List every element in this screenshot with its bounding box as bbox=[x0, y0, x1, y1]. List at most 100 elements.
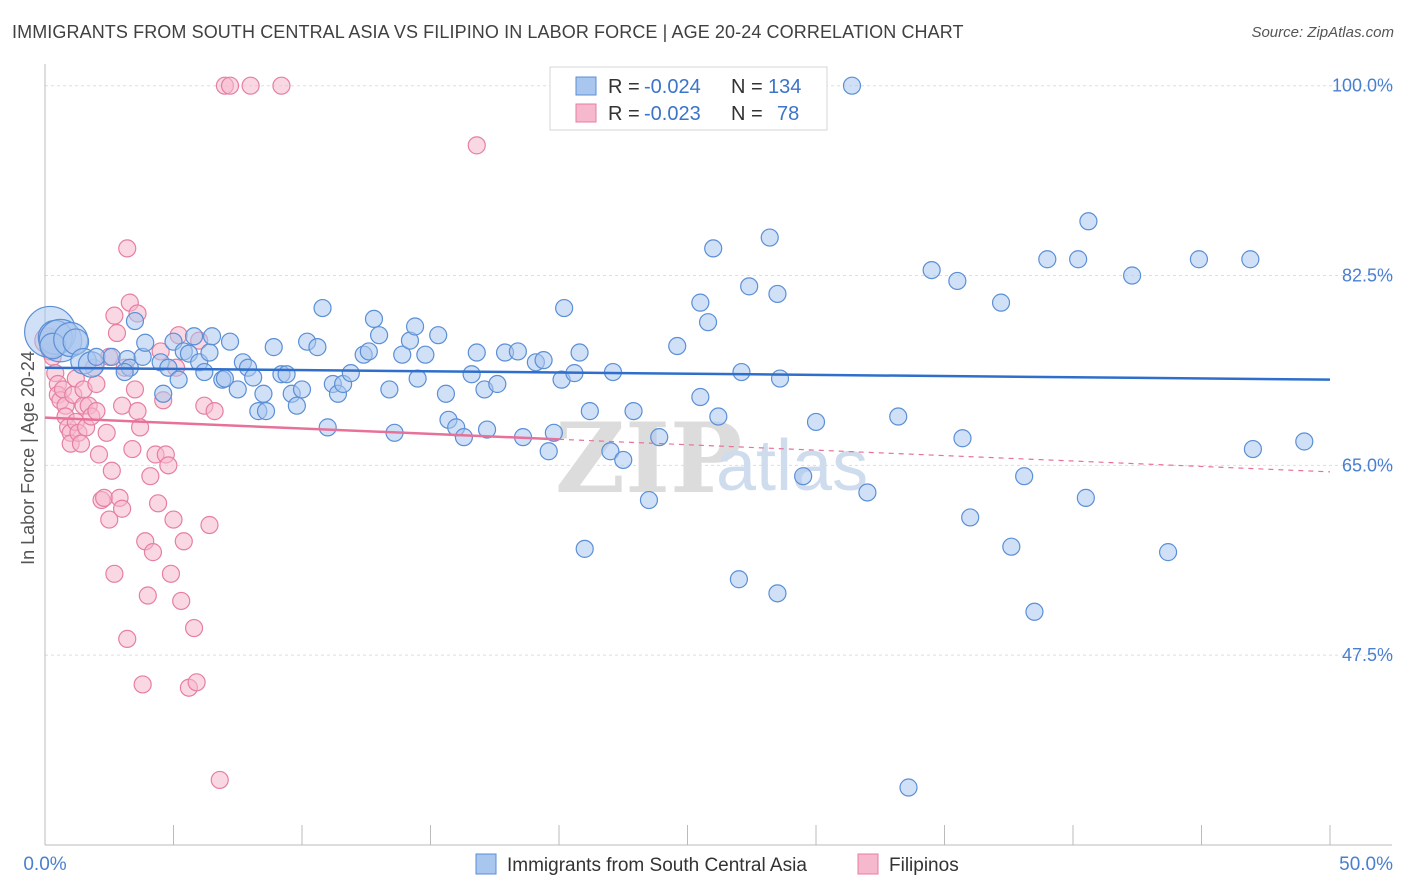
legend-n-value-2: 78 bbox=[777, 103, 799, 125]
filipinos-point-77 bbox=[467, 136, 486, 155]
south-central-asia-point-127 bbox=[1241, 250, 1260, 269]
south-central-asia-point-107 bbox=[806, 412, 826, 432]
filipinos-point-24 bbox=[87, 374, 106, 394]
south-central-asia-point-111 bbox=[899, 778, 918, 797]
south-central-asia-point-67 bbox=[454, 428, 474, 447]
gridlines bbox=[45, 85, 1392, 656]
south-central-asia-point-81 bbox=[555, 298, 574, 318]
filipinos-point-35 bbox=[107, 323, 127, 343]
filipinos-point-76 bbox=[272, 76, 291, 95]
legend-swatch-blue bbox=[575, 76, 597, 96]
x-tick-label-min: 0.0% bbox=[23, 854, 66, 875]
south-central-asia-point-69 bbox=[467, 343, 486, 362]
filipinos-point-34 bbox=[105, 564, 124, 583]
south-central-asia-point-71 bbox=[477, 420, 497, 439]
filipinos-point-17 bbox=[71, 434, 91, 453]
south-central-asia-point-27 bbox=[202, 327, 222, 346]
south-central-asia-point-25 bbox=[195, 362, 214, 382]
watermark-atlas: atlas bbox=[716, 426, 868, 506]
filipinos-point-66 bbox=[184, 618, 204, 638]
south-central-asia-point-114 bbox=[953, 429, 972, 448]
y-axis-label: In Labor Force | Age 20-24 bbox=[18, 351, 38, 565]
filipinos-point-54 bbox=[148, 494, 168, 513]
south-central-asia-point-78 bbox=[539, 442, 558, 461]
south-central-asia-point-90 bbox=[639, 490, 659, 510]
filipinos-point-29 bbox=[97, 423, 116, 442]
south-central-asia-point-26 bbox=[200, 343, 219, 362]
filipinos-point-43 bbox=[123, 439, 142, 459]
y-tick-labels: 47.5% 65.0% 82.5% 100.0% bbox=[1332, 76, 1393, 665]
filipinos-point-44 bbox=[125, 380, 145, 399]
filipinos-point-45 bbox=[128, 402, 147, 421]
south-central-asia-point-58 bbox=[393, 345, 412, 364]
south-central-asia-point-60 bbox=[405, 317, 425, 336]
south-central-asia-point-109 bbox=[858, 483, 877, 502]
filipinos-point-75 bbox=[241, 76, 260, 95]
filipinos-point-72 bbox=[210, 770, 229, 790]
south-central-asia-point-119 bbox=[1038, 250, 1057, 269]
south-central-asia-point-61 bbox=[408, 369, 427, 388]
south-central-asia-point-8 bbox=[87, 347, 106, 366]
south-central-asia-point-88 bbox=[614, 450, 633, 470]
bottom-legend-swatch-blue bbox=[475, 853, 497, 875]
filipinos-point-63 bbox=[172, 591, 191, 611]
south-central-asia-point-94 bbox=[698, 313, 718, 332]
south-central-asia-point-55 bbox=[364, 309, 384, 329]
south-central-asia-point-103 bbox=[768, 284, 787, 304]
filipinos-point-47 bbox=[130, 418, 150, 437]
south-central-asia-point-106 bbox=[794, 467, 813, 486]
filipinos-point-25 bbox=[87, 402, 106, 421]
trend-line-south-central-asia bbox=[44, 366, 1331, 381]
south-central-asia-point-97 bbox=[704, 239, 723, 258]
south-central-asia-point-113 bbox=[948, 271, 967, 291]
x-tick-labels: 0.0% 50.0% bbox=[23, 854, 1393, 875]
south-central-asia-point-108 bbox=[842, 76, 862, 95]
south-central-asia-point-100 bbox=[740, 277, 759, 296]
chart-title: IMMIGRANTS FROM SOUTH CENTRAL ASIA VS FI… bbox=[12, 22, 964, 42]
filipinos-point-41 bbox=[118, 629, 137, 649]
south-central-asia-point-63 bbox=[429, 326, 448, 345]
south-central-asia-point-47 bbox=[318, 418, 337, 437]
filipinos-point-50 bbox=[138, 586, 157, 605]
south-central-asia-point-20 bbox=[169, 370, 188, 389]
south-central-asia-point-23 bbox=[184, 327, 204, 346]
filipinos-point-74 bbox=[220, 76, 240, 95]
south-central-asia-point-64 bbox=[436, 384, 456, 403]
legend-r-label-2: R = bbox=[608, 103, 640, 125]
south-central-asia-point-125 bbox=[1158, 543, 1178, 562]
south-central-asia-point-45 bbox=[308, 338, 327, 357]
south-central-asia-point-91 bbox=[650, 428, 669, 447]
south-central-asia-point-77 bbox=[534, 351, 553, 370]
south-central-asia-point-43 bbox=[292, 380, 312, 399]
south-central-asia-point-68 bbox=[462, 365, 481, 384]
south-central-asia-point-34 bbox=[244, 368, 263, 387]
south-central-asia-point-99 bbox=[732, 362, 751, 382]
legend-r-label-1: R = bbox=[608, 76, 640, 98]
south-central-asia-point-74 bbox=[508, 342, 527, 361]
south-central-asia-point-104 bbox=[768, 584, 787, 603]
south-central-asia-point-36 bbox=[254, 384, 273, 403]
south-central-asia-point-53 bbox=[359, 342, 378, 361]
south-central-asia-point-102 bbox=[770, 369, 790, 388]
south-central-asia-point-96 bbox=[709, 407, 728, 426]
x-tick-label-max: 50.0% bbox=[1339, 854, 1393, 875]
south-central-asia-point-9 bbox=[102, 347, 121, 366]
south-central-asia-point-38 bbox=[264, 338, 283, 357]
source-label: Source: ZipAtlas.com bbox=[1251, 24, 1394, 41]
south-central-asia-point-112 bbox=[922, 260, 941, 280]
filipinos-point-31 bbox=[100, 510, 119, 529]
south-central-asia-point-46 bbox=[313, 298, 332, 318]
south-central-asia-point-124 bbox=[1123, 266, 1142, 285]
south-central-asia-point-79 bbox=[544, 423, 563, 442]
south-central-asia-point-51 bbox=[341, 364, 360, 383]
south-central-asia-point-121 bbox=[1069, 250, 1088, 269]
filipinos-points bbox=[34, 76, 486, 790]
south-central-asia-point-110 bbox=[889, 407, 908, 426]
trend-line-filipinos-extrapolated bbox=[558, 438, 1331, 473]
y-tick-label-3: 100.0% bbox=[1332, 76, 1393, 96]
south-central-asia-point-122 bbox=[1076, 488, 1095, 507]
filipinos-point-64 bbox=[174, 532, 193, 551]
filipinos-point-48 bbox=[133, 675, 152, 694]
south-central-asia-point-89 bbox=[624, 402, 643, 421]
